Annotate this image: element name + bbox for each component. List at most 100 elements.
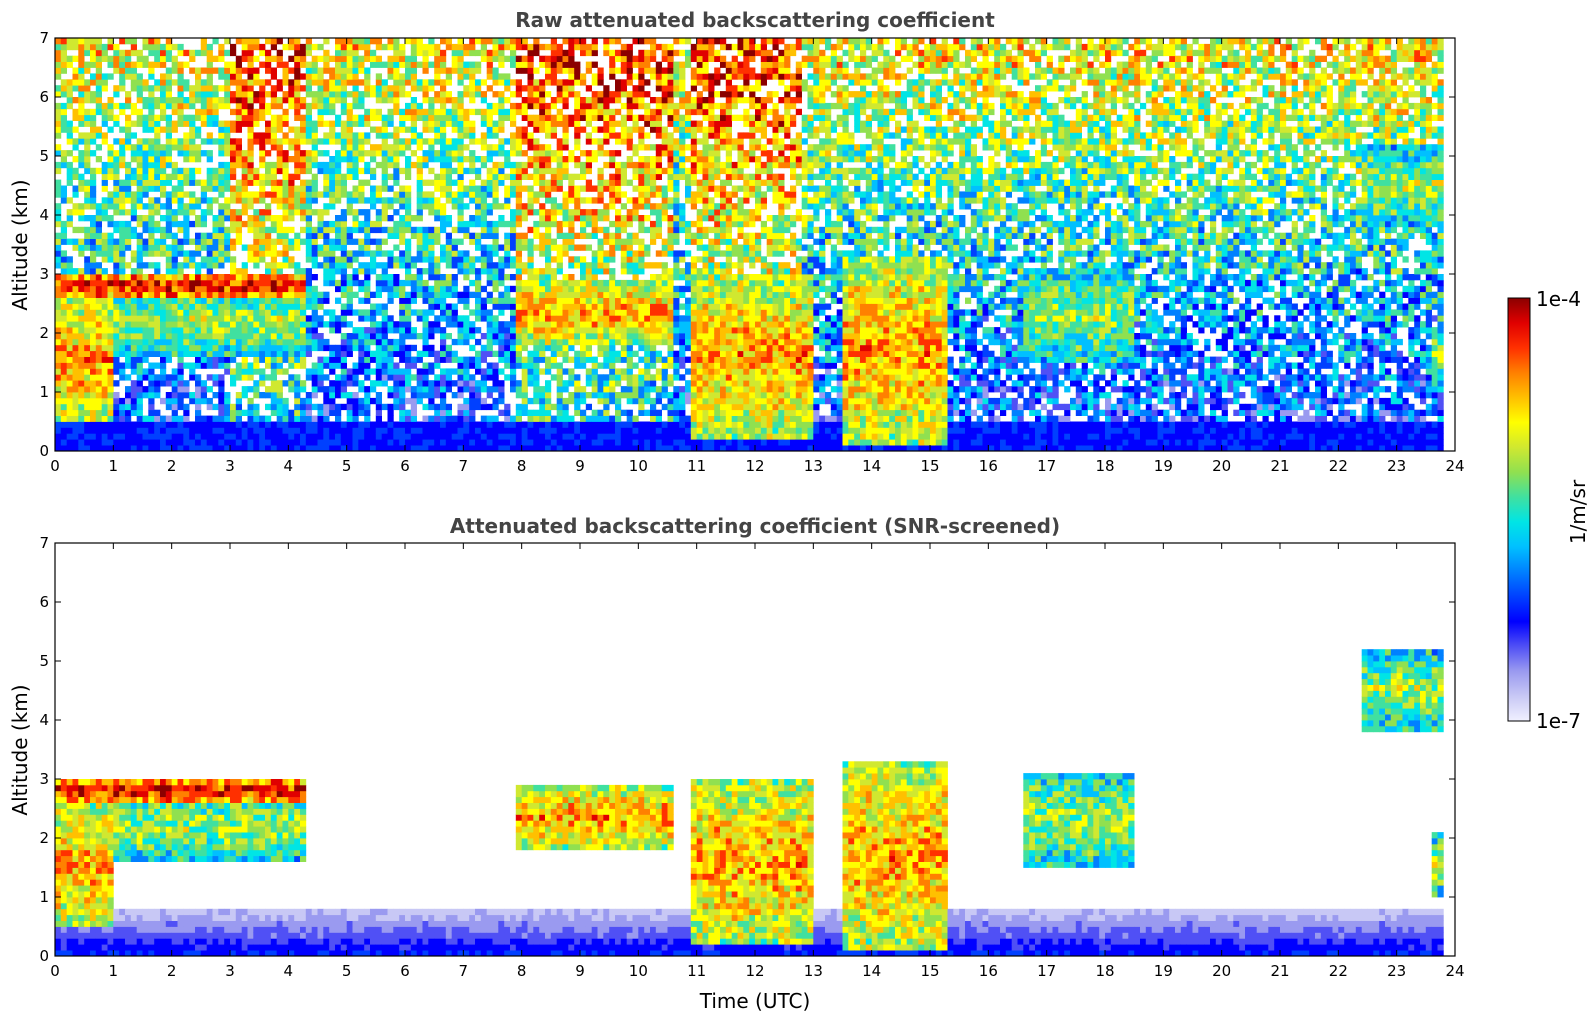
top-heatmap-cell	[171, 167, 178, 175]
top-heatmap-cell	[562, 403, 569, 411]
top-heatmap-cell	[428, 61, 435, 68]
top-heatmap-cell	[136, 321, 143, 328]
top-heatmap-cell	[55, 220, 62, 228]
top-heatmap-cell	[160, 274, 167, 281]
top-heatmap-cell	[445, 144, 452, 151]
top-heatmap-cell	[515, 409, 522, 416]
top-heatmap-cell	[235, 55, 242, 62]
top-heatmap-cell	[364, 362, 371, 369]
top-heatmap-cell	[399, 55, 406, 62]
top-heatmap-cell	[311, 179, 318, 186]
top-heatmap-cell	[311, 392, 318, 399]
top-heatmap-cell	[253, 209, 260, 216]
top-heatmap-cell	[323, 262, 330, 269]
top-heatmap-cell	[463, 91, 470, 98]
top-heatmap-cell	[119, 179, 126, 186]
top-heatmap-cell	[72, 421, 79, 428]
top-heatmap-cell	[521, 386, 528, 393]
top-heatmap-cell	[113, 350, 120, 357]
top-heatmap-cell	[247, 439, 254, 446]
top-heatmap-cell	[451, 356, 458, 363]
top-heatmap-cell	[556, 85, 563, 92]
top-heatmap-cell	[375, 344, 382, 352]
top-heatmap-cell	[235, 108, 242, 116]
top-heatmap-cell	[230, 79, 237, 86]
top-heatmap-cell	[504, 350, 511, 357]
top-heatmap-cell	[405, 250, 412, 257]
top-heatmap-cell	[405, 161, 412, 169]
top-heatmap-cell	[276, 409, 283, 416]
top-heatmap-cell	[527, 244, 534, 251]
top-heatmap-cell	[556, 49, 563, 57]
top-heatmap-cell	[72, 144, 79, 151]
top-heatmap-cell	[527, 321, 534, 328]
top-heatmap-cell	[440, 421, 447, 428]
top-heatmap-cell	[60, 226, 67, 234]
top-heatmap-cell	[480, 285, 487, 293]
top-heatmap-cell	[224, 138, 231, 145]
top-heatmap-cell	[340, 67, 347, 74]
top-heatmap-cell	[375, 427, 382, 434]
top-heatmap-cell	[539, 421, 546, 428]
top-heatmap-cell	[574, 439, 581, 446]
top-heatmap-cell	[539, 238, 546, 245]
top-heatmap-cell	[60, 126, 67, 133]
top-heatmap-cell	[521, 238, 528, 245]
top-heatmap-cell	[399, 185, 406, 192]
top-heatmap-cell	[282, 156, 289, 163]
top-heatmap-cell	[107, 150, 114, 157]
top-heatmap-cell	[235, 138, 242, 145]
top-heatmap-cell	[399, 144, 406, 151]
top-heatmap-cell	[515, 427, 522, 434]
top-heatmap-cell	[562, 120, 569, 127]
top-heatmap-cell	[305, 132, 312, 139]
top-heatmap-cell	[235, 85, 242, 92]
top-heatmap-cell	[247, 403, 254, 411]
top-heatmap-cell	[171, 427, 178, 434]
top-heatmap-cell	[148, 91, 155, 98]
top-heatmap-cell	[335, 439, 342, 446]
top-heatmap-cell	[125, 333, 132, 340]
top-heatmap-cell	[451, 150, 458, 157]
top-heatmap-cell	[457, 156, 464, 163]
top-heatmap-cell	[136, 250, 143, 257]
top-heatmap-cell	[498, 244, 505, 251]
top-heatmap-cell	[568, 421, 575, 428]
top-heatmap-cell	[399, 433, 406, 440]
top-heatmap-cell	[165, 67, 172, 74]
top-heatmap-cell	[352, 309, 359, 316]
top-heatmap-cell	[469, 79, 476, 86]
top-heatmap-cell	[177, 439, 184, 446]
top-heatmap-cell	[230, 415, 237, 422]
top-heatmap-cell	[230, 108, 237, 116]
top-heatmap-cell	[55, 338, 62, 346]
top-heatmap-cell	[568, 397, 575, 405]
top-heatmap-cell	[510, 327, 517, 334]
top-heatmap-cell	[521, 203, 528, 210]
top-heatmap-cell	[212, 309, 219, 316]
top-heatmap-cell	[457, 126, 464, 133]
top-heatmap-cell	[381, 91, 388, 98]
top-heatmap-cell	[113, 120, 120, 127]
top-heatmap-cell	[235, 150, 242, 157]
top-heatmap-cell	[136, 150, 143, 157]
top-heatmap-cell	[212, 321, 219, 328]
top-heatmap-cell	[101, 279, 108, 287]
top-heatmap-cell	[130, 67, 137, 74]
top-heatmap-cell	[95, 215, 102, 222]
top-heatmap-cell	[241, 285, 248, 293]
top-heatmap-cell	[247, 415, 254, 422]
top-heatmap-cell	[504, 156, 511, 163]
top-heatmap-cell	[562, 321, 569, 328]
top-heatmap-cell	[119, 344, 126, 352]
top-heatmap-cell	[428, 167, 435, 175]
top-heatmap-cell	[457, 67, 464, 74]
top-heatmap-cell	[346, 409, 353, 416]
top-heatmap-cell	[381, 315, 388, 322]
top-heatmap-cell	[434, 274, 441, 281]
top-heatmap-cell	[393, 156, 400, 163]
top-heatmap-cell	[463, 321, 470, 328]
top-heatmap-cell	[416, 333, 423, 340]
top-heatmap-cell	[276, 185, 283, 192]
top-heatmap-cell	[55, 386, 62, 393]
